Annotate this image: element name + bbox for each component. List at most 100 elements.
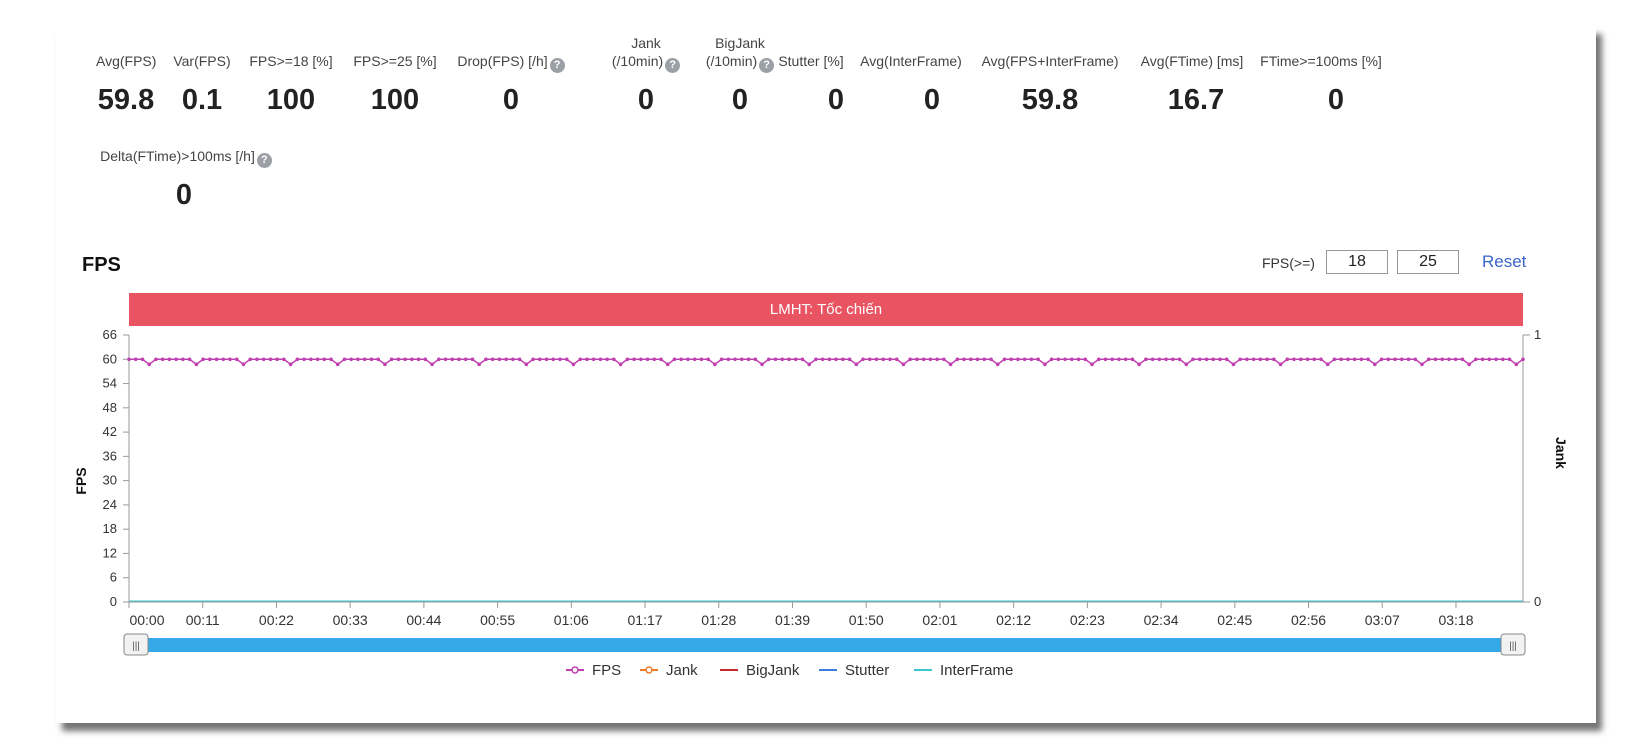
help-icon[interactable]: ? [759,58,775,73]
fps-point [410,357,414,362]
chart-legend: FPS Jank BigJank Stutter InterFrame [566,662,1013,679]
x-tick-label: 02:12 [996,612,1031,628]
fps-point [558,357,562,362]
fps-point [1076,357,1081,362]
fps-point [309,357,313,362]
y-tick-label: 6 [110,570,117,585]
y-right-tick-1: 1 [1534,327,1541,342]
legend-item-interframe[interactable]: InterFrame [940,662,1013,679]
fps-point [982,357,987,362]
threshold-high-input[interactable] [1397,250,1459,274]
fps-point [1144,357,1148,362]
x-tick-label: 03:18 [1438,612,1473,628]
fps-point [948,362,953,367]
zoom-slider-handle-right[interactable] [1500,633,1526,656]
help-icon[interactable]: ? [549,58,565,73]
fps-point [1494,357,1498,362]
fps-point [356,357,360,362]
legend-item-stutter[interactable]: Stutter [845,662,889,679]
fps-point [127,357,131,362]
fps-point [1103,357,1108,362]
fps-point [416,357,421,362]
metric-label-fps-25: FPS>=25 [%] [353,53,437,69]
y-tick-label: 18 [103,521,117,536]
reset-link[interactable]: Reset [1482,252,1527,271]
fps-point [504,357,508,362]
legend-item-fps[interactable]: FPS [592,662,621,679]
fps-point [362,357,367,362]
fps-point [1447,357,1451,362]
legend-marker [645,666,653,674]
fps-point [1406,357,1411,362]
y-tick-label: 0 [110,594,117,609]
fps-point [147,362,152,367]
fps-point [1016,357,1020,362]
fps-point [989,357,993,362]
help-icon[interactable]: ? [256,153,272,168]
fps-point [396,357,401,362]
fps-point [1231,362,1236,367]
x-tick-label: 00:11 [186,612,220,628]
y-right-tick-0: 0 [1534,594,1541,609]
metric-label-fps-18: FPS>=18 [%] [249,53,333,69]
fps-point [1487,357,1492,362]
fps-point [699,357,704,362]
fps-point [975,357,980,362]
metric-label-bigjank: BigJank (/10min)? [700,34,780,73]
fps-point [1346,357,1350,362]
fps-point [908,357,912,362]
y-tick-label: 48 [103,400,117,415]
fps-point [814,357,818,362]
zoom-slider-handle-left[interactable] [123,633,149,656]
fps-point [1211,357,1216,362]
x-tick-label: 01:17 [628,612,663,628]
fps-point [282,357,286,362]
x-tick-label: 03:07 [1365,612,1400,628]
fps-point [1238,357,1242,362]
x-tick-label: 01:06 [554,612,589,628]
fps-point [295,357,300,362]
zoom-slider-track[interactable] [129,638,1523,652]
fps-point [524,362,529,367]
fps-point [1393,357,1397,362]
legend-item-jank[interactable]: Jank [666,662,698,679]
fps-point [302,357,306,362]
fps-point [1386,357,1391,362]
fps-point [450,357,455,362]
metric-label-var-fps: Var(FPS) [173,53,231,69]
y-tick-label: 12 [103,545,117,560]
fps-point [497,357,502,362]
delta-ftime-text: Delta(FTime)>100ms [/h] [100,148,255,164]
fps-series [127,357,1525,367]
fps-point [531,357,535,362]
x-tick-label: 00:44 [406,612,441,628]
fps-point [1150,357,1155,362]
fps-point [652,357,657,362]
fps-point [1305,357,1310,362]
fps-point [1043,362,1047,367]
fps-point [1413,357,1418,362]
fps-point [214,357,219,362]
fps-point [342,357,347,362]
x-tick-label: 02:23 [1070,612,1105,628]
fps-point [154,357,158,362]
handle-grip-icon: ||| [132,641,140,652]
threshold-low-input[interactable] [1326,250,1388,274]
fps-point [1514,362,1519,367]
y-axis-title-left: FPS [73,467,89,494]
fps-point [463,357,468,362]
legend-item-bigjank[interactable]: BigJank [746,662,800,679]
y-axis-title-right: Jank [1553,437,1569,469]
help-icon[interactable]: ? [665,58,681,73]
fps-point [807,362,811,367]
fps-point [591,357,596,362]
fps-point [234,357,239,362]
legend-marker [571,666,579,674]
fps-point [1474,357,1478,362]
fps-point [423,357,428,362]
fps-point [1278,362,1283,367]
fps-point [861,357,865,362]
metric-value-avg-interframe: 0 [923,84,941,116]
fps-point [1272,357,1276,362]
metric-value-fps-18: 100 [266,84,316,116]
